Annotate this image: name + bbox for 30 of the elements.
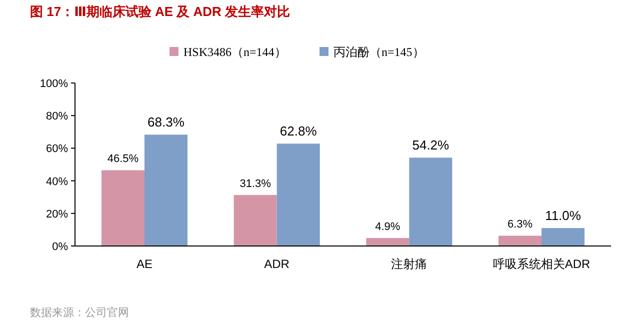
data-label: 62.8% [280,124,318,139]
bar [101,170,144,246]
y-tick-label: 80% [46,110,68,123]
data-label: 4.9% [375,221,400,234]
y-tick-label: 20% [46,208,68,220]
data-label: 6.3% [507,218,533,231]
legend-label: HSK3486（n=144） [184,45,286,59]
y-tick-label: 100% [40,78,68,90]
x-tick-label: 注射痛 [391,257,428,271]
y-tick-label: 60% [46,143,68,156]
bar [542,228,585,246]
y-tick-label: 40% [46,176,68,188]
data-label: 68.3% [148,114,185,130]
bar [409,158,452,246]
legend-label: 丙泊酚（n=145） [334,45,424,59]
bar [144,134,188,246]
x-tick-label: 呼吸系统相关ADR [492,257,591,271]
x-tick-label: ADR [264,257,290,271]
data-label: 11.0% [545,208,582,224]
y-tick-label: 0% [52,241,68,253]
bar [498,236,542,246]
bar [366,238,410,246]
x-tick-label: AE [136,257,152,271]
data-label: 46.5% [107,153,139,166]
data-label: 31.3% [240,178,272,190]
source-note: 数据来源：公司官网 [30,306,129,319]
data-label: 54.2% [412,138,450,153]
chart-title: 图 17：Ⅲ期临床试验 AE 及 ADR 发生率对比 [30,4,290,19]
bar [276,144,320,246]
bar [234,194,277,246]
